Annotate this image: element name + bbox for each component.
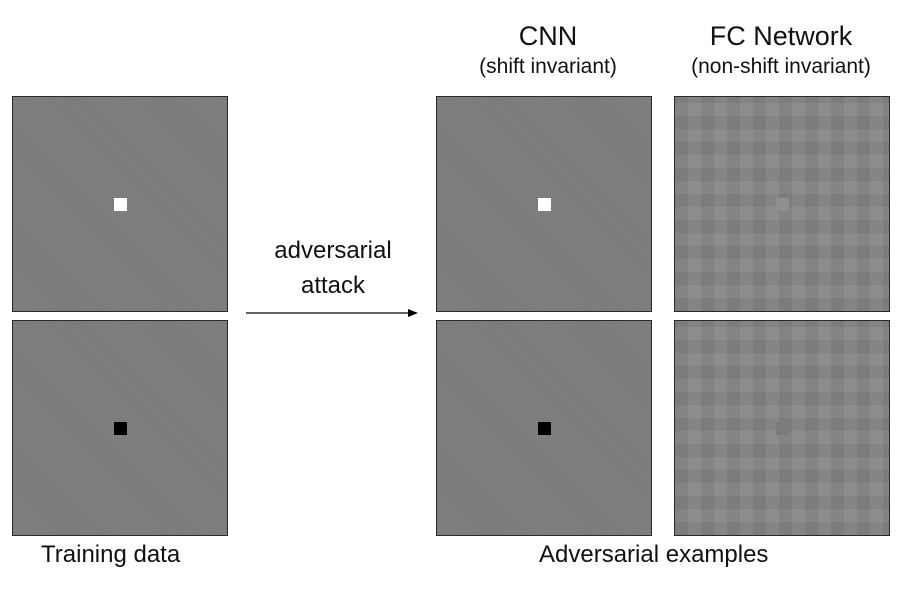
fc-column-title: FC Network (non-shift invariant) <box>668 21 894 79</box>
black-square <box>538 422 551 435</box>
arrow-label-line1: adversarial <box>274 237 392 264</box>
training-image-black <box>12 320 228 536</box>
cnn-column-title: CNN (shift invariant) <box>438 21 658 79</box>
training-data-caption: Training data <box>41 541 181 568</box>
white-square <box>538 198 551 211</box>
black-square <box>114 422 127 435</box>
white-square <box>114 198 127 211</box>
training-image-white <box>12 96 228 312</box>
adversarial-examples-caption: Adversarial examples <box>539 541 769 568</box>
fc-adversarial-top <box>674 96 890 312</box>
noise-patch <box>776 198 789 211</box>
cnn-adversarial-white <box>436 96 652 312</box>
noise-patch <box>776 422 789 435</box>
fc-subtitle: (non-shift invariant) <box>691 54 871 78</box>
arrow-label-line2: attack <box>300 271 366 299</box>
cnn-title: CNN <box>518 21 578 51</box>
fc-adversarial-bottom <box>674 320 890 536</box>
cnn-adversarial-black <box>436 320 652 536</box>
fc-title: FC Network <box>709 21 853 51</box>
arrow-icon <box>246 309 418 317</box>
arrow-label: adversarial attack <box>246 234 420 304</box>
cnn-subtitle: (shift invariant) <box>479 54 617 78</box>
